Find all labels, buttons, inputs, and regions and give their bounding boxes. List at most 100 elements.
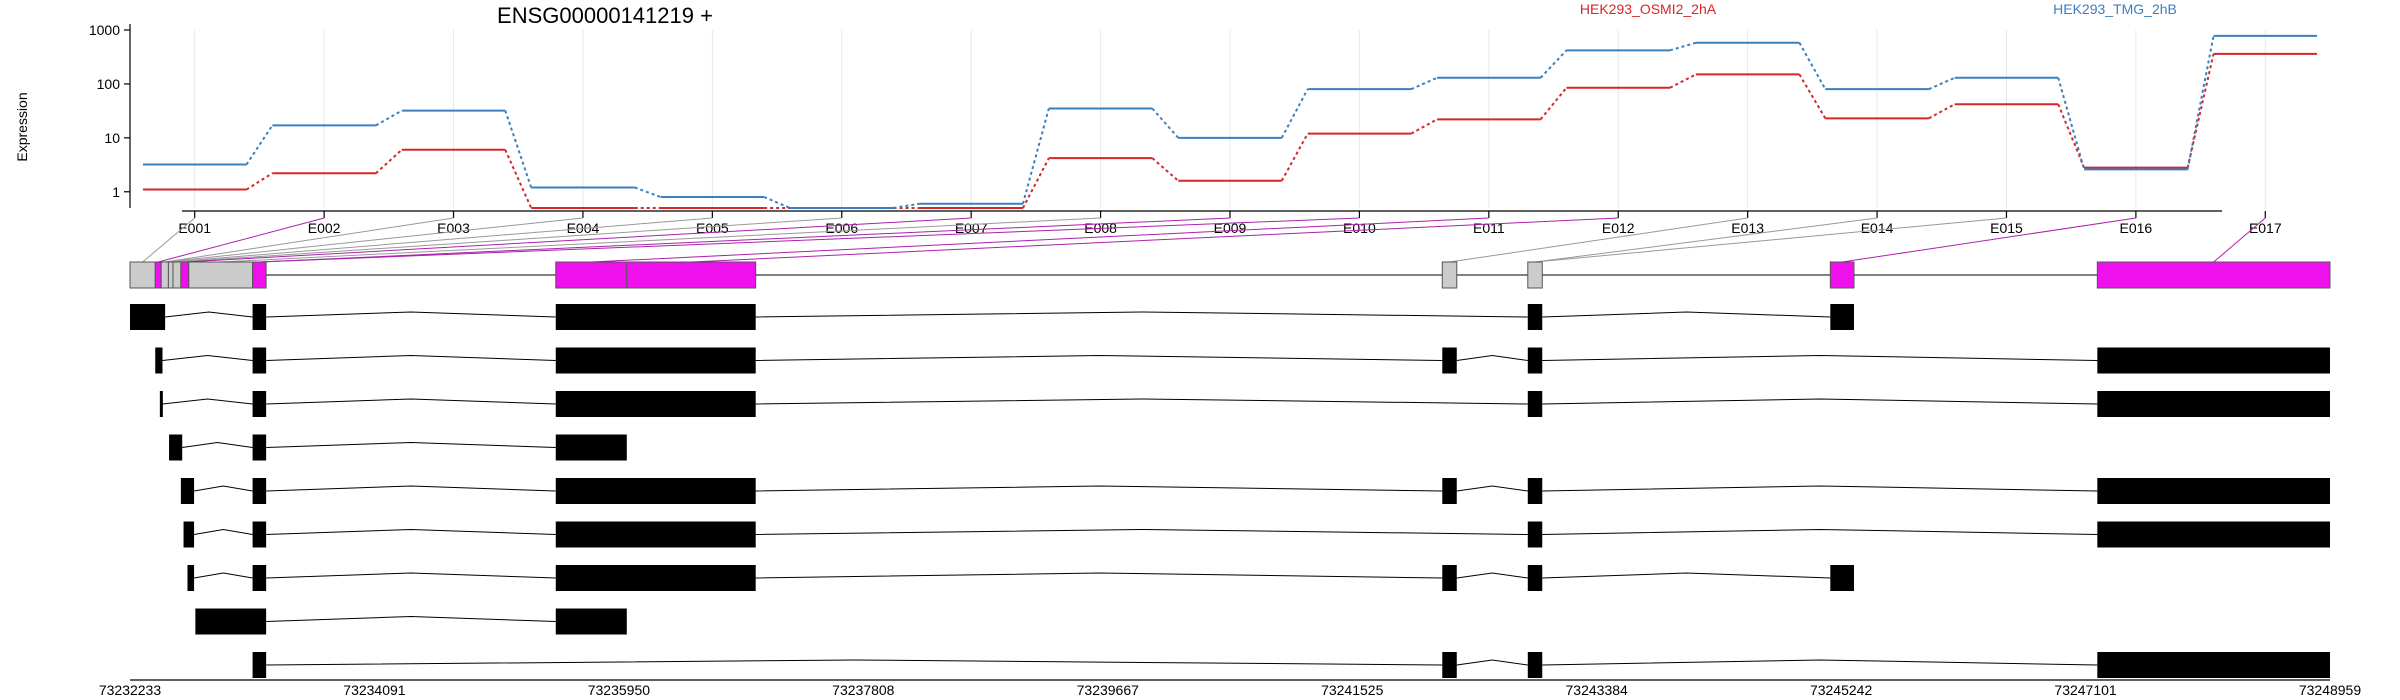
expression-connector — [1410, 118, 1438, 135]
expression-connector — [2186, 53, 2215, 168]
transcript-row — [130, 304, 1854, 330]
intron-line — [162, 354, 253, 361]
intron-line — [1456, 572, 1528, 579]
y-tick-label: 1 — [112, 184, 120, 200]
expression-connector — [1021, 108, 1050, 204]
expression-connector — [504, 149, 533, 209]
genomic-coordinate-label: 73247101 — [2054, 682, 2117, 698]
transcript-row — [195, 608, 627, 635]
x-tick-label: E017 — [2249, 220, 2282, 236]
expression-connector — [893, 202, 920, 209]
exon-bin — [1441, 261, 1458, 289]
y-tick-label: 1000 — [89, 22, 120, 38]
intron-line — [755, 354, 1443, 361]
transcript-exon — [252, 304, 267, 330]
exon-bin — [188, 261, 254, 289]
transcript-exon — [252, 652, 267, 678]
transcript-exon — [2097, 521, 2330, 548]
exon-connector — [164, 217, 454, 263]
transcript-exon — [252, 347, 267, 374]
transcript-exon — [555, 304, 756, 330]
expression-connector — [2057, 77, 2086, 170]
exon-connector — [1534, 217, 2007, 263]
x-tick-label: E014 — [1861, 220, 1894, 236]
x-tick-label: E012 — [1602, 220, 1635, 236]
transcript-exon — [1830, 304, 1854, 330]
intron-line — [182, 441, 253, 448]
exon-bin-highlighted — [252, 261, 267, 289]
expression-connector — [504, 110, 533, 188]
exon-bin-highlighted — [626, 261, 757, 289]
intron-line — [1542, 311, 1831, 318]
transcript-row — [180, 478, 2330, 504]
expression-connector — [1669, 73, 1697, 89]
transcript-exon — [1442, 478, 1457, 504]
exon-bin-highlighted — [180, 261, 190, 289]
intron-line — [1542, 572, 1831, 579]
genomic-coordinate-label: 73232233 — [99, 682, 162, 698]
exon-connector — [691, 217, 1619, 263]
expression-connector — [1151, 107, 1179, 139]
expression-connector — [375, 149, 403, 175]
transcript-exon — [555, 391, 756, 417]
legend-entry-tmg: HEK293_TMG_2hB — [2053, 1, 2177, 17]
transcript-exon — [2097, 652, 2330, 678]
transcript-exon — [2097, 347, 2330, 374]
intron-line — [1456, 485, 1528, 492]
intron-line — [755, 398, 1528, 405]
genomic-coordinate-label: 73243384 — [1566, 682, 1629, 698]
x-tick-label: E006 — [825, 220, 858, 236]
intron-line — [755, 311, 1528, 318]
exon-bin — [172, 261, 182, 289]
transcript-exon — [1527, 347, 1543, 374]
transcript-exon — [1527, 652, 1543, 678]
intron-line — [162, 398, 253, 405]
transcript-exon — [180, 478, 195, 504]
intron-line — [755, 528, 1528, 535]
expression-connector — [1928, 103, 1956, 120]
genomic-coordinate-label: 73237808 — [832, 682, 895, 698]
exon-bin-highlighted — [2096, 261, 2331, 289]
exon-bin-highlighted — [1829, 261, 1855, 289]
expression-connector — [245, 124, 274, 166]
transcript-exon — [130, 304, 166, 330]
intron-line — [266, 441, 556, 448]
intron-line — [165, 311, 253, 318]
expression-connector — [1280, 133, 1309, 182]
genomic-coordinate-label: 73245242 — [1810, 682, 1873, 698]
exon-bin-highlighted — [154, 261, 162, 289]
intron-line — [266, 398, 556, 405]
expression-connector — [634, 186, 661, 198]
transcript-exon — [555, 608, 627, 635]
expression-connector — [1669, 41, 1697, 52]
exon-bin-highlighted — [555, 261, 628, 289]
transcript-exon — [1830, 565, 1854, 591]
intron-line — [193, 528, 253, 535]
y-tick-label: 100 — [97, 76, 121, 92]
intron-line — [266, 659, 1443, 666]
expression-connector — [763, 196, 791, 209]
transcript-exon — [555, 434, 627, 461]
x-tick-label: E010 — [1343, 220, 1376, 236]
transcript-exon — [1527, 521, 1543, 548]
exon-connector — [259, 217, 1231, 263]
exon-connector — [2213, 217, 2266, 263]
expression-connector — [375, 109, 403, 127]
transcript-exon — [252, 565, 267, 591]
genomic-coordinate-label: 73239667 — [1077, 682, 1140, 698]
exon-connector — [142, 217, 196, 263]
transcript-exon — [1527, 391, 1543, 417]
expression-connector — [1280, 88, 1309, 139]
intron-line — [266, 354, 556, 361]
exon-bin — [160, 261, 169, 289]
x-tick-label: E004 — [567, 220, 600, 236]
intron-line — [1542, 659, 2098, 666]
exon-connector — [591, 217, 1489, 263]
intron-line — [1456, 659, 1528, 666]
intron-line — [1542, 528, 2098, 535]
transcript-exon — [555, 347, 756, 374]
exon-connector — [170, 217, 713, 263]
transcript-exon — [1442, 652, 1457, 678]
transcript-row — [183, 521, 2330, 548]
transcript-exon — [1442, 565, 1457, 591]
